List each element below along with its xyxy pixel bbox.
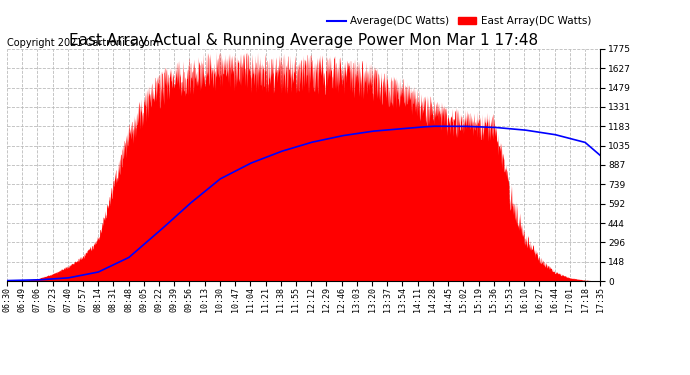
Title: East Array Actual & Running Average Power Mon Mar 1 17:48: East Array Actual & Running Average Powe… xyxy=(69,33,538,48)
Text: Copyright 2021 Cartronics.com: Copyright 2021 Cartronics.com xyxy=(7,38,159,48)
Legend: Average(DC Watts), East Array(DC Watts): Average(DC Watts), East Array(DC Watts) xyxy=(323,12,595,30)
